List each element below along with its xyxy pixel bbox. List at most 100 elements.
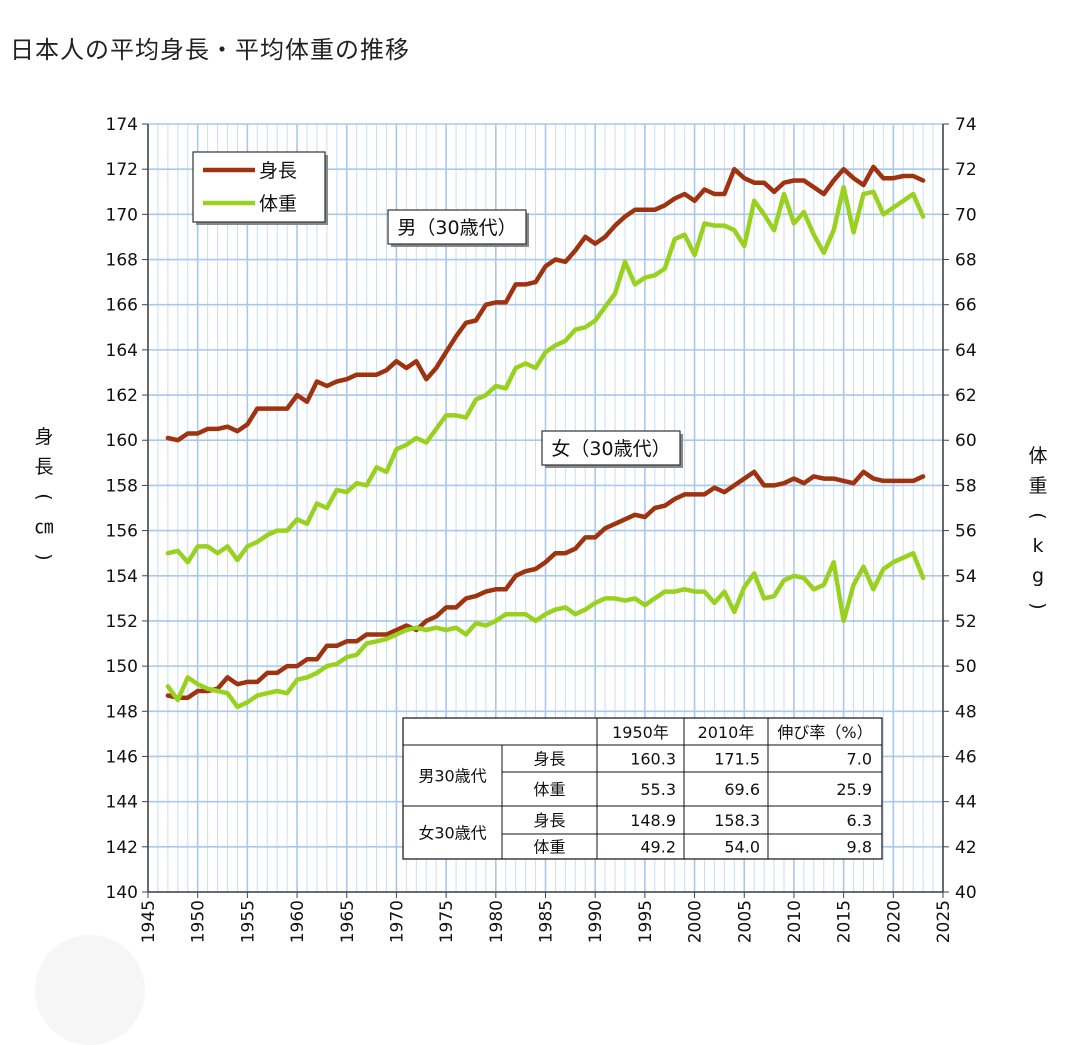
- line-chart: 140 142 144 146 148 150 152 154 156 158 160 162 164 1…: [33, 115, 1049, 943]
- annotation-male-box: [387, 209, 527, 245]
- table-value-1950: 55.3: [640, 780, 676, 799]
- table-item-cell: 身長: [533, 750, 565, 769]
- y-left-tick-label: 146: [106, 747, 138, 767]
- x-tick-label: 1950: [189, 900, 209, 943]
- y-axis-left-label-char: (: [33, 493, 55, 500]
- x-tick-label: 2010: [785, 900, 805, 943]
- y-left-tick-label: 156: [106, 522, 138, 542]
- y-left-tick-label: 152: [106, 612, 138, 632]
- y-right-tick-label: 74: [955, 115, 977, 135]
- y-left-tick-label: 158: [106, 476, 138, 496]
- y-right-tick-label: 52: [955, 612, 977, 632]
- x-tick-label: 1965: [338, 900, 358, 943]
- table-value-rate: 6.3: [847, 811, 872, 830]
- table-header-cell: 1950年: [612, 723, 669, 742]
- y-right-tick-label: 62: [955, 386, 977, 406]
- y-right-tick-label: 56: [955, 522, 977, 542]
- y-axis-left-label-char: ): [33, 553, 55, 560]
- table-value-rate: 7.0: [847, 750, 872, 769]
- y-right-tick-label: 54: [955, 567, 977, 587]
- y-left-tick-label: 140: [106, 883, 138, 903]
- y-left-tick-label: 172: [106, 160, 138, 180]
- x-tick-label: 2020: [884, 900, 904, 943]
- y-right-tick-label: 40: [955, 883, 977, 903]
- y-axis-left-label-char: ㎝: [34, 516, 53, 538]
- table-item-cell: 体重: [533, 838, 565, 857]
- y-left-tick-label: 148: [106, 702, 138, 722]
- x-tick-label: 2005: [735, 900, 755, 943]
- annotation-female-box: [541, 430, 681, 466]
- series-line-2: [165, 469, 926, 700]
- table-value-2010: 54.0: [724, 838, 760, 857]
- table-value-1950: 160.3: [630, 750, 676, 769]
- table-group-cell: 男30歳代: [418, 767, 486, 786]
- y-right-tick-label: 66: [955, 296, 977, 316]
- y-right-tick-label: 64: [955, 341, 977, 361]
- x-tick-label: 1995: [636, 900, 656, 943]
- table-group-cell: 女30歳代: [418, 824, 486, 843]
- y-left-tick-label: 154: [106, 567, 138, 587]
- table-item-cell: 体重: [533, 780, 565, 799]
- table-value-rate: 9.8: [847, 838, 872, 857]
- table-value-rate: 25.9: [836, 780, 872, 799]
- y-axis-left-label-char: 身: [34, 426, 53, 448]
- y-left-tick-label: 144: [106, 793, 138, 813]
- x-tick-label: 1960: [288, 900, 308, 943]
- y-right-tick-label: 46: [955, 747, 977, 767]
- y-axis-right-label-char: ): [1027, 602, 1049, 609]
- y-left-tick-label: 162: [106, 386, 138, 406]
- table-item-cell: 身長: [533, 811, 565, 830]
- y-axis-right-label-char: 体: [1028, 445, 1047, 467]
- y-axis-right-label-char: (: [1027, 512, 1049, 519]
- series-line-0: [165, 164, 926, 443]
- legend-box: [192, 151, 326, 223]
- x-tick-label: 1990: [586, 900, 606, 943]
- page-title: 日本人の平均身長・平均体重の推移: [10, 36, 410, 64]
- x-tick-label: 1970: [387, 900, 407, 943]
- annotation-male-text: 男（30歳代）: [397, 217, 516, 239]
- table-value-2010: 171.5: [714, 750, 760, 769]
- y-axis-left-label: 身長 (㎝): [33, 426, 55, 561]
- y-left-tick-label: 166: [106, 296, 138, 316]
- annotation-female-text: 女（30歳代）: [551, 438, 670, 460]
- y-right-tick-label: 58: [955, 476, 977, 496]
- x-tick-label: 1975: [437, 900, 457, 943]
- y-left-tick-label: 142: [106, 838, 138, 858]
- x-tick-label: 1985: [537, 900, 557, 943]
- x-tick-label: 2025: [934, 900, 954, 943]
- y-right-tick-label: 44: [955, 793, 977, 813]
- y-axis-right-label-char: g: [1032, 565, 1044, 587]
- x-tick-label: 2015: [835, 900, 855, 943]
- y-right-tick-label: 48: [955, 702, 977, 722]
- table-header-cell: 伸び率（%）: [777, 723, 872, 742]
- table-value-1950: 49.2: [640, 838, 676, 857]
- y-right-tick-label: 68: [955, 251, 977, 271]
- y-right-tick-label: 60: [955, 431, 977, 451]
- table-value-2010: 69.6: [724, 780, 760, 799]
- y-left-tick-label: 160: [106, 431, 138, 451]
- corner-decoration: [35, 935, 145, 1045]
- series-line-3: [165, 550, 926, 710]
- summary-table: [402, 717, 883, 860]
- legend-label: 体重: [259, 193, 297, 215]
- y-axis-right-label-char: 重: [1028, 475, 1047, 497]
- legend-label: 身長: [259, 160, 297, 182]
- y-left-tick-label: 168: [106, 251, 138, 271]
- table-value-2010: 158.3: [714, 811, 760, 830]
- y-left-tick-label: 174: [106, 115, 138, 135]
- y-axis-right-label: 体重 ( kg): [1027, 445, 1049, 610]
- y-right-tick-label: 50: [955, 657, 977, 677]
- x-tick-label: 2000: [686, 900, 706, 943]
- x-tick-label: 1945: [139, 900, 159, 943]
- series-line-1: [165, 184, 926, 565]
- y-right-tick-label: 72: [955, 160, 977, 180]
- y-left-tick-label: 170: [106, 205, 138, 225]
- table-value-1950: 148.9: [630, 811, 676, 830]
- y-right-tick-label: 70: [955, 205, 977, 225]
- y-axis-right-label-char: k: [1032, 535, 1043, 557]
- x-tick-label: 1980: [487, 900, 507, 943]
- y-left-tick-label: 164: [106, 341, 138, 361]
- table-header-cell: 2010年: [698, 723, 755, 742]
- x-tick-label: 1955: [238, 900, 258, 943]
- y-right-tick-label: 42: [955, 838, 977, 858]
